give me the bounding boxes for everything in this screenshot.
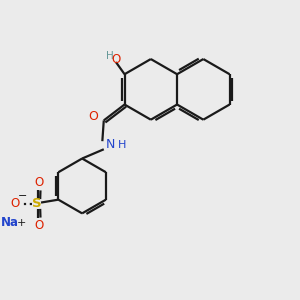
Text: H: H [118,140,127,150]
Text: N: N [106,138,115,151]
Text: O: O [34,219,44,232]
Text: O: O [34,176,44,189]
Text: O: O [89,110,99,123]
Text: O: O [11,197,20,210]
Text: Na: Na [1,216,19,229]
Text: −: − [18,191,27,201]
Text: +: + [16,218,26,228]
Text: H: H [106,51,114,61]
Text: O: O [112,53,121,66]
Text: S: S [32,197,41,211]
